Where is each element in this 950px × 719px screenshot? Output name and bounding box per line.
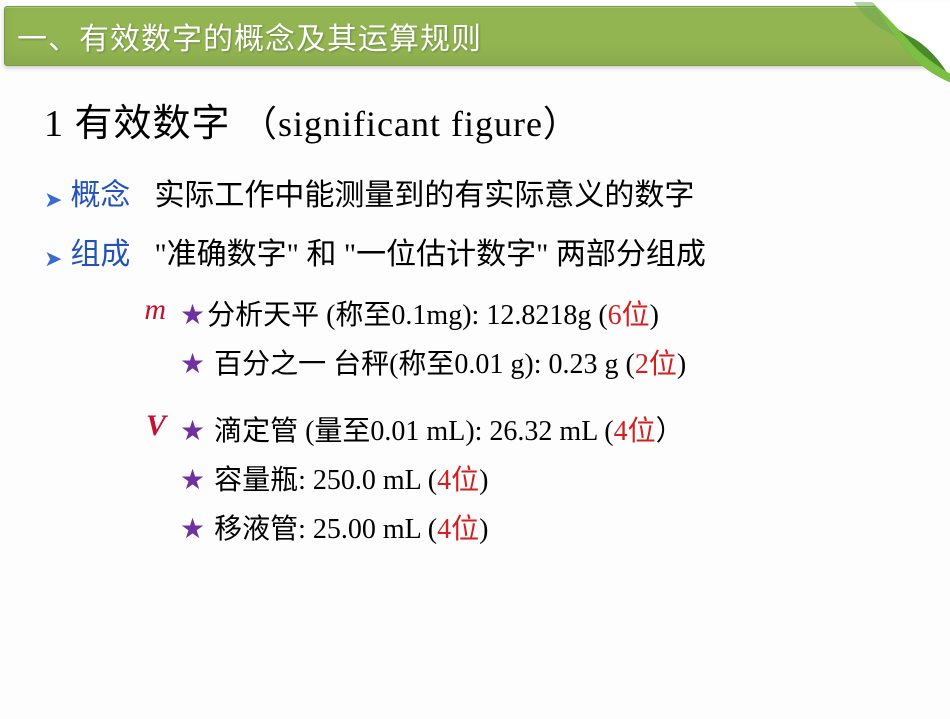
triangle-bullet-icon: ➤	[44, 183, 62, 216]
sigfig-count: 6位	[608, 300, 650, 331]
sigfig-count: 4位	[437, 514, 479, 545]
star-icon: ★	[180, 300, 205, 331]
bullet-text: 实际工作中能测量到的有实际意义的数字	[154, 173, 694, 218]
section-title: 1 有效数字 （significant figure）	[44, 92, 920, 147]
example-line: ★ 百分之一 台秤(称至0.01 g): 0.23 g (2位)	[180, 340, 920, 389]
example-lines: ★ 滴定管 (量至0.01 mL): 26.32 mL (4位） ★ 容量瓶: …	[180, 407, 920, 554]
bullet-label: 概念	[70, 173, 130, 218]
example-post: )	[677, 349, 686, 380]
example-post: )	[479, 465, 488, 496]
example-line: ★ 滴定管 (量至0.01 mL): 26.32 mL (4位）	[180, 407, 920, 456]
bullet-label: 组成	[70, 232, 130, 277]
example-group-mass: m ★分析天平 (称至0.1mg): 12.8218g (6位) ★ 百分之一 …	[116, 291, 920, 389]
example-line: ★分析天平 (称至0.1mg): 12.8218g (6位)	[180, 291, 920, 340]
header-bar: 一、有效数字的概念及其运算规则	[4, 6, 946, 66]
example-text: 容量瓶: 250.0 mL (	[207, 465, 437, 496]
bullet-row-concept: ➤ 概念 实际工作中能测量到的有实际意义的数字	[44, 173, 920, 218]
slide-content: 1 有效数字 （significant figure） ➤ 概念 实际工作中能测…	[0, 66, 950, 554]
example-group-volume: V ★ 滴定管 (量至0.01 mL): 26.32 mL (4位） ★ 容量瓶…	[116, 407, 920, 554]
bullet-text: "准确数字" 和 "一位估计数字" 两部分组成	[154, 232, 705, 277]
example-text: 滴定管 (量至0.01 mL): 26.32 mL (	[207, 416, 613, 447]
star-icon: ★	[180, 465, 205, 496]
sigfig-count: 4位	[437, 465, 479, 496]
variable-v: V	[116, 407, 166, 443]
title-en: （significant figure）	[241, 104, 580, 144]
title-number: 1	[44, 103, 64, 145]
title-zh: 有效数字	[75, 103, 231, 145]
example-text: 移液管: 25.00 mL (	[207, 514, 437, 545]
header-title: 一、有效数字的概念及其运算规则	[17, 14, 482, 58]
example-post: ）	[656, 416, 684, 447]
example-text: 分析天平 (称至0.1mg): 12.8218g (	[207, 300, 608, 331]
examples-block: m ★分析天平 (称至0.1mg): 12.8218g (6位) ★ 百分之一 …	[116, 291, 920, 554]
example-post: )	[479, 514, 488, 545]
star-icon: ★	[180, 514, 205, 545]
sigfig-count: 2位	[635, 349, 677, 380]
example-post: )	[650, 300, 659, 331]
example-lines: ★分析天平 (称至0.1mg): 12.8218g (6位) ★ 百分之一 台秤…	[180, 291, 920, 389]
star-icon: ★	[180, 416, 205, 447]
example-line: ★ 容量瓶: 250.0 mL (4位)	[180, 456, 920, 505]
example-line: ★ 移液管: 25.00 mL (4位)	[180, 505, 920, 554]
variable-m: m	[116, 291, 166, 327]
sigfig-count: 4位	[614, 416, 656, 447]
example-text: 百分之一 台秤(称至0.01 g): 0.23 g (	[207, 349, 635, 380]
bullet-row-composition: ➤ 组成 "准确数字" 和 "一位估计数字" 两部分组成	[44, 232, 920, 277]
star-icon: ★	[180, 349, 205, 380]
triangle-bullet-icon: ➤	[44, 242, 62, 275]
